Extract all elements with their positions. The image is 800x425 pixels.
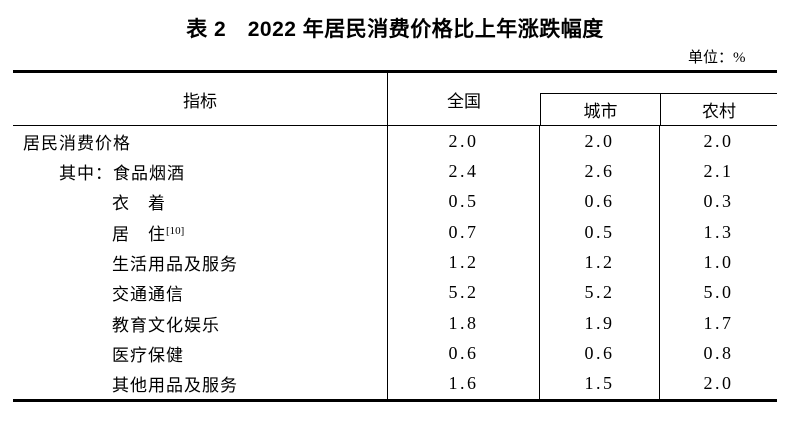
indicator-name: 居民消费价格 <box>23 133 131 153</box>
value-national: 2.4 <box>388 156 540 187</box>
row-label: 其他用品及服务 <box>13 368 388 399</box>
subheader-box: 城市 农村 <box>540 93 777 125</box>
value-rural: 2.0 <box>703 373 734 394</box>
row-label: 教育文化娱乐 <box>13 307 388 339</box>
value-national: 2.0 <box>388 126 540 157</box>
indicator-name: 生活用品及服务 <box>112 254 238 274</box>
value-rural: 1.0 <box>703 251 734 272</box>
value-urban: 1.5 <box>540 368 660 399</box>
value-rural: 5.0 <box>703 282 734 303</box>
indicator-name: 医疗保健 <box>112 345 184 365</box>
table-row: 教育文化娱乐 1.8 1.9 1.7 <box>13 307 777 339</box>
indicator-name: 教育文化娱乐 <box>112 315 220 335</box>
indicator-name: 居 住 <box>112 224 166 244</box>
value-national: 0.5 <box>388 186 540 217</box>
value-rural: 1.3 <box>703 221 734 242</box>
value-national: 1.2 <box>388 247 540 278</box>
value-rural: 0.3 <box>703 191 734 212</box>
value-rural: 2.1 <box>703 160 734 181</box>
value-urban: 1.9 <box>540 307 660 339</box>
row-label: 交通通信 <box>13 277 388 308</box>
unit-label: 单位：% <box>688 50 746 66</box>
value-national: 5.2 <box>388 277 540 308</box>
column-header-national: 全国 <box>447 91 481 111</box>
indicator-name: 其他用品及服务 <box>112 376 238 396</box>
value-rural: 2.0 <box>703 130 734 151</box>
table-header: 指标 全国 城市 农村 <box>13 73 777 126</box>
row-label: 其中：食品烟酒 <box>13 156 388 187</box>
table-title: 表 2 2022 年居民消费价格比上年涨跌幅度 <box>186 18 604 41</box>
column-header-rural: 农村 <box>702 102 736 121</box>
table-row: 居 住 [10] 0.7 0.5 1.3 <box>13 216 777 248</box>
table-row: 交通通信 5.2 5.2 5.0 <box>13 277 777 308</box>
indicator-name: 其中：食品烟酒 <box>59 163 185 183</box>
table-row: 其中：食品烟酒 2.4 2.6 2.1 <box>13 156 777 187</box>
indicator-name: 交通通信 <box>112 285 184 305</box>
value-urban: 5.2 <box>540 277 660 308</box>
row-label: 医疗保健 <box>13 338 388 369</box>
row-label: 衣 着 <box>13 186 388 217</box>
column-header-indicator: 指标 <box>13 73 388 125</box>
value-national: 1.8 <box>388 307 540 339</box>
row-label: 居 住 [10] <box>13 216 388 248</box>
value-national: 0.6 <box>388 338 540 369</box>
indicator-name: 衣 着 <box>112 194 166 214</box>
table-row: 生活用品及服务 1.2 1.2 1.0 <box>13 247 777 278</box>
table-row: 医疗保健 0.6 0.6 0.8 <box>13 338 777 369</box>
table-row: 其他用品及服务 1.6 1.5 2.0 <box>13 368 777 399</box>
table-row: 衣 着 0.5 0.6 0.3 <box>13 186 777 217</box>
table-body: 居民消费价格 2.0 2.0 2.0 其中：食品烟酒 2.4 2.6 2.1 衣… <box>13 126 777 399</box>
column-header-urban: 城市 <box>541 94 661 125</box>
value-urban: 0.6 <box>540 186 660 217</box>
value-rural: 1.7 <box>703 312 734 333</box>
value-national: 0.7 <box>388 216 540 248</box>
row-label: 生活用品及服务 <box>13 247 388 278</box>
value-urban: 0.5 <box>540 216 660 248</box>
value-urban: 2.6 <box>540 156 660 187</box>
value-national: 1.6 <box>388 368 540 399</box>
value-urban: 0.6 <box>540 338 660 369</box>
consumer-price-table: 指标 全国 城市 农村 居民消费价格 2.0 2.0 2.0 其中：食品烟酒 2… <box>13 70 777 402</box>
value-rural: 0.8 <box>703 342 734 363</box>
value-urban: 1.2 <box>540 247 660 278</box>
value-urban: 2.0 <box>540 126 660 157</box>
row-label: 居民消费价格 <box>13 126 388 157</box>
table-row: 居民消费价格 2.0 2.0 2.0 <box>13 126 777 157</box>
